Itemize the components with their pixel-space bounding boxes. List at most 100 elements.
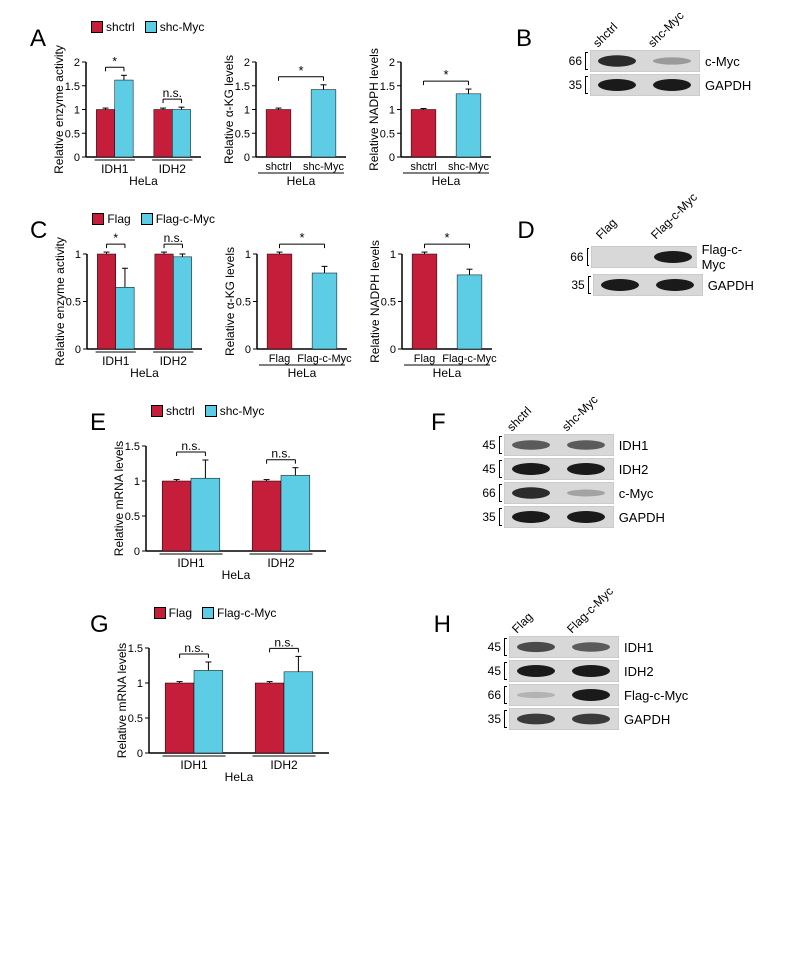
ytick-label: 1.5 xyxy=(127,643,142,655)
panel-g-legend: Flag Flag-c-Myc xyxy=(154,606,334,620)
panel-label-d: D xyxy=(517,217,534,298)
bar xyxy=(281,475,310,551)
bar xyxy=(255,683,284,753)
panel-b: B shctrlshc-Myc66c-Myc35GAPDH xyxy=(516,20,751,98)
panel-f: F shctrlshc-Myc45IDH145IDH266c-Myc35GAPD… xyxy=(431,404,665,530)
blot-mw: 66 xyxy=(560,250,584,264)
legend-swatch xyxy=(91,21,103,33)
y-axis-label: Relative NADPH levels xyxy=(368,240,382,363)
tick-icon xyxy=(499,436,502,454)
ytick-label: 0.5 xyxy=(235,128,250,140)
chart-container: 00.511.5Relative mRNA levelsn.s.IDH1n.s.… xyxy=(111,421,331,581)
panel-a-charts: 00.511.52Relative enzyme activity*IDH1n.… xyxy=(51,37,496,187)
blot-header: shc-Myc xyxy=(559,393,600,434)
bar xyxy=(154,110,172,158)
tick-icon xyxy=(504,686,507,704)
group-label: IDH2 xyxy=(159,162,187,176)
blot-lane xyxy=(509,636,619,658)
legend-label: shctrl xyxy=(106,20,135,34)
chart-container: 00.51Relative enzyme activity*IDH1n.s.ID… xyxy=(52,229,207,379)
panel-a: A shctrlshc-Myc 00.511.52Relative enzyme… xyxy=(30,20,496,187)
x-axis-label: HeLa xyxy=(131,366,160,379)
bar xyxy=(96,110,114,158)
sig-label: n.s. xyxy=(181,439,200,453)
ytick-label: 1 xyxy=(74,105,80,117)
blot-lane xyxy=(590,50,700,72)
bar-chart: 00.511.52Relative NADPH levelsshctrlshc-… xyxy=(366,37,496,187)
panel-label-g: G xyxy=(90,611,109,783)
ytick-label: 1 xyxy=(245,249,251,261)
group-label: Flag xyxy=(269,353,290,365)
legend-label: shc-Myc xyxy=(220,404,265,418)
bar-chart: 00.51Relative α-KG levelsFlagFlag-c-Myc*… xyxy=(222,229,352,379)
legend-swatch xyxy=(205,405,217,417)
bar xyxy=(252,481,281,551)
bar xyxy=(162,481,191,551)
ytick-label: 0.5 xyxy=(65,128,80,140)
x-axis-label: HeLa xyxy=(433,366,462,379)
group-label: shc-Myc xyxy=(448,161,489,173)
blot-header: shctrl xyxy=(590,20,620,50)
panel-label-b: B xyxy=(516,25,532,98)
bar xyxy=(115,80,133,157)
tick-icon xyxy=(504,710,507,728)
legend-label: shc-Myc xyxy=(160,20,205,34)
panel-f-blot: shctrlshc-Myc45IDH145IDH266c-Myc35GAPDH xyxy=(451,404,665,530)
panel-label-h: H xyxy=(434,611,451,732)
panel-d-blot: FlagFlag-c-Myc66Flag-c-Myc35GAPDH xyxy=(540,212,763,298)
legend-item: shc-Myc xyxy=(145,20,205,34)
group-label: IDH2 xyxy=(270,758,298,772)
bar xyxy=(457,275,482,349)
blot-lane xyxy=(590,74,700,96)
blot-lane xyxy=(504,434,614,456)
bar-chart: 00.51Relative enzyme activity*IDH1n.s.ID… xyxy=(52,229,207,379)
legend-item: Flag xyxy=(154,606,192,620)
blot-lane xyxy=(504,506,614,528)
bar xyxy=(174,257,192,349)
blot-mw: 45 xyxy=(476,640,501,654)
panel-e-content: shctrlshc-Myc 00.511.5Relative mRNA leve… xyxy=(111,404,331,581)
sig-label: n.s. xyxy=(274,635,293,649)
blot-protein-label: GAPDH xyxy=(708,278,754,293)
blot-protein-label: c-Myc xyxy=(619,486,654,501)
row-gh: G FlagFlag-c-Myc 00.511.5Relative mRNA l… xyxy=(30,606,763,783)
y-axis-label: Relative mRNA levels xyxy=(115,643,129,758)
group-label: Flag xyxy=(414,353,435,365)
legend-item: shctrl xyxy=(91,20,135,34)
ytick-label: 1.5 xyxy=(235,81,250,93)
group-label: Flag-c-Myc xyxy=(443,353,498,365)
ytick-label: 1 xyxy=(75,249,81,261)
bar-chart: 00.511.52Relative enzyme activity*IDH1n.… xyxy=(51,37,206,187)
legend-item: Flag-c-Myc xyxy=(202,606,276,620)
sig-label: * xyxy=(298,63,303,78)
blot-mw: 35 xyxy=(471,510,496,524)
legend-label: Flag-c-Myc xyxy=(156,212,215,226)
legend-item: Flag xyxy=(92,212,130,226)
y-axis-label: Relative mRNA levels xyxy=(112,441,126,556)
group-label: IDH1 xyxy=(101,162,129,176)
sig-label: n.s. xyxy=(184,641,203,655)
blot-mw: 35 xyxy=(557,78,582,92)
legend-item: shctrl xyxy=(151,404,195,418)
panel-g-charts: 00.511.5Relative mRNA levelsn.s.IDH1n.s.… xyxy=(114,623,334,783)
group-label: shc-Myc xyxy=(303,161,344,173)
panel-a-legend: shctrl shc-Myc xyxy=(91,20,496,34)
ytick-label: 0.5 xyxy=(66,297,81,309)
blot-lane xyxy=(504,458,614,480)
bar xyxy=(172,110,190,158)
ytick-label: 1 xyxy=(390,249,396,261)
blot-mw: 66 xyxy=(557,54,582,68)
blot-lane xyxy=(504,482,614,504)
legend-swatch xyxy=(202,607,214,619)
bar-chart: 00.511.52Relative α-KG levelsshctrlshc-M… xyxy=(221,37,351,187)
tick-icon xyxy=(504,662,507,680)
sig-label: * xyxy=(112,54,117,68)
bar xyxy=(165,683,194,753)
blot-header: Flag-c-Myc xyxy=(648,190,700,242)
blot-header: Flag-c-Myc xyxy=(564,584,616,636)
ytick-label: 1 xyxy=(244,105,250,117)
blot-protein-label: c-Myc xyxy=(705,54,740,69)
row-cd: C FlagFlag-c-Myc 00.51Relative enzyme ac… xyxy=(30,212,763,379)
blot-header: Flag xyxy=(509,610,535,636)
tick-icon xyxy=(588,276,591,294)
